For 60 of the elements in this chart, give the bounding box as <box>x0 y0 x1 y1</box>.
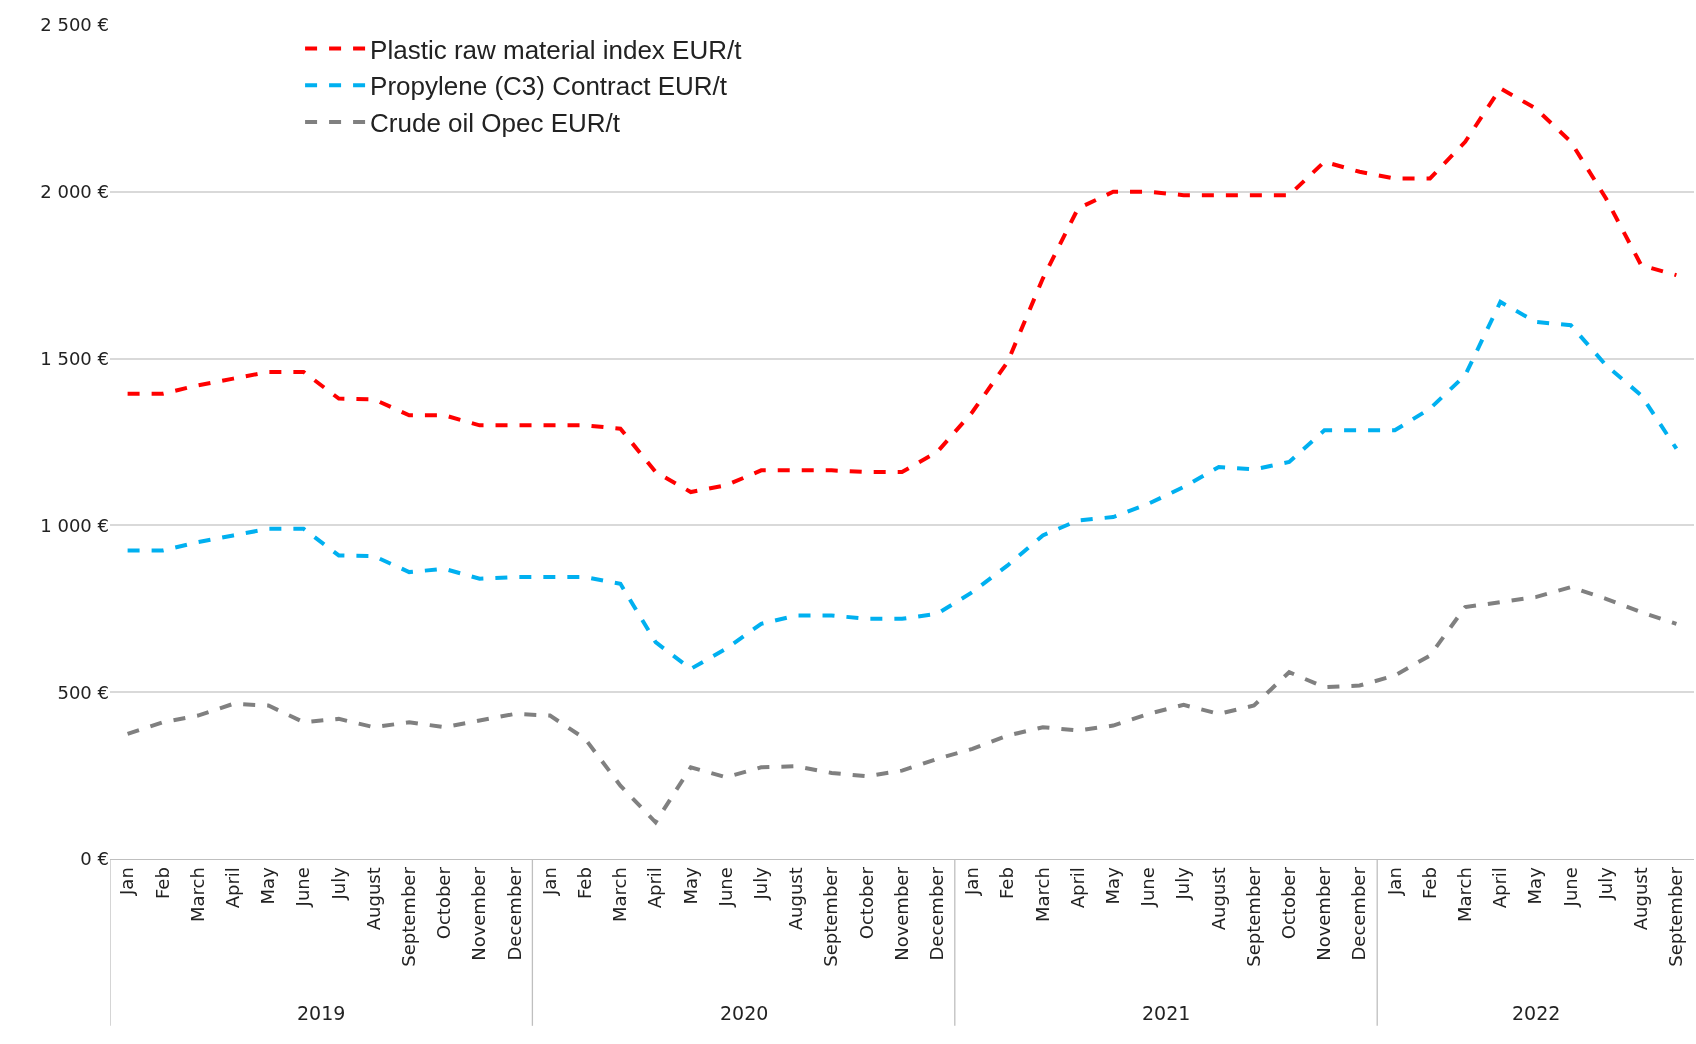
x-tick-label: September <box>1665 866 1687 967</box>
x-tick-label: Jan <box>538 867 560 896</box>
text: 2020 <box>720 1002 769 1024</box>
x-tick-label: Feb <box>574 867 596 900</box>
x-tick-label: Jan <box>116 867 138 896</box>
x-tick-label: May <box>257 866 279 905</box>
x-tick-label: April <box>222 867 244 909</box>
x-tick-label: June <box>1137 867 1159 908</box>
x-tick-label: April <box>644 867 666 909</box>
x-tick-label: Feb <box>996 867 1018 900</box>
x-tick-label: June <box>292 867 314 908</box>
line-series <box>125 299 1679 671</box>
x-tick-label: June <box>1559 867 1581 908</box>
y-tick-label: 0 € <box>80 848 109 870</box>
x-tick-label: August <box>1630 867 1652 931</box>
text: 2019 <box>297 1002 346 1024</box>
y-tick-label: 2 500 € <box>40 14 109 36</box>
x-tick-label: July <box>327 866 349 901</box>
x-tick-label: May <box>679 866 701 905</box>
x-tick-label: November <box>468 866 490 961</box>
x-tick-label: July <box>1594 866 1616 901</box>
legend-label: Crude oil Opec EUR/t <box>370 108 621 139</box>
x-tick-label: September <box>1242 866 1264 967</box>
x-tick-label: April <box>1489 867 1511 909</box>
y-tick-label: 1 500 € <box>40 347 109 369</box>
x-tick-label: October <box>1278 866 1300 940</box>
x-tick-label: July <box>750 866 772 901</box>
x-tick-label: October <box>855 866 877 940</box>
y-tick-label: 500 € <box>57 681 109 703</box>
x-tick-label: March <box>1454 867 1476 923</box>
x-tick-label: March <box>1031 867 1053 923</box>
x-tick-label: May <box>1524 866 1546 905</box>
x-tick-label: Jan <box>961 867 983 896</box>
x-tick-label: July <box>1172 866 1194 901</box>
x-tick-label: December <box>503 866 525 961</box>
x-tick-label: December <box>1348 866 1370 961</box>
x-tick-label: May <box>1102 866 1124 905</box>
x-tick-label: September <box>820 866 842 967</box>
x-tick-label: December <box>926 866 948 961</box>
x-tick-label: August <box>785 867 807 931</box>
text: 2021 <box>1142 1002 1191 1024</box>
y-tick-label: 1 000 € <box>40 514 109 536</box>
x-tick-label: November <box>1313 866 1335 961</box>
y-tick-label: 2 000 € <box>40 181 109 203</box>
x-tick-label: March <box>609 867 631 923</box>
x-tick-label: April <box>1066 867 1088 909</box>
line-series <box>125 585 1679 825</box>
x-tick-label: November <box>890 866 912 961</box>
x-tick-label: August <box>362 867 384 931</box>
x-tick-label: March <box>186 867 208 923</box>
x-tick-label: June <box>714 867 736 908</box>
x-tick-label: September <box>398 866 420 967</box>
legend-label: Plastic raw material index EUR/t <box>370 34 743 65</box>
x-tick-label: Feb <box>1418 867 1440 900</box>
x-tick-label: October <box>433 866 455 940</box>
text: 2022 <box>1512 1002 1561 1024</box>
x-tick-label: Jan <box>1383 867 1405 896</box>
x-tick-label: August <box>1207 867 1229 931</box>
legend-label: Propylene (C3) Contract EUR/t <box>370 71 728 102</box>
x-tick-label: Feb <box>151 867 173 900</box>
